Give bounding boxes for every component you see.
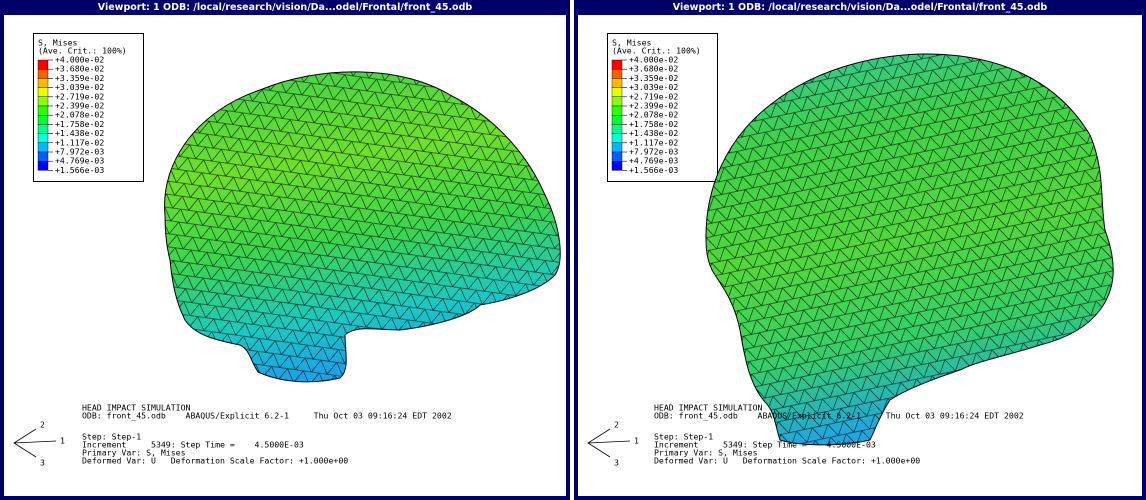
legend-band [37,105,49,116]
legend-label: +1.758e-02 [629,119,678,129]
info-line: Primary Var: S, Mises [654,448,758,458]
legend-label: +7.972e-03 [629,147,678,157]
legend-label: +1.438e-02 [55,128,104,138]
triad [13,428,57,458]
legend-box [33,33,144,182]
legend-label: +2.078e-02 [629,110,678,120]
legend-label: +2.399e-02 [55,101,104,111]
viewport: Viewport: 1 ODB: /local/research/vision/… [574,0,1146,500]
triad-label: 1 [60,436,65,446]
legend-band [611,59,623,70]
info-line: Step: Step-1 [82,432,141,442]
legend-band [37,133,49,144]
info-line: Primary Var: S, Mises [82,448,186,458]
legend-band [37,68,49,79]
triad-label: 2 [614,420,619,430]
legend-band [37,151,49,162]
legend-band [37,142,49,153]
triad-label: 3 [40,458,45,468]
legend-label: +4.769e-03 [629,156,678,166]
legend-label: +3.039e-02 [55,82,104,92]
legend-label: +7.972e-03 [55,147,104,157]
legend-band [611,78,623,88]
legend-label: +2.719e-02 [629,91,678,101]
legend-label: +3.680e-02 [55,64,104,74]
legend-label: +3.359e-02 [629,73,678,83]
triad-label: 3 [614,458,619,468]
viewport-title: Viewport: 1 ODB: /local/research/vision/… [98,2,473,13]
info-line: ODB: front_45.odb ABAQUS/Explicit 6.2-1 … [654,411,1024,421]
legend-label: +2.078e-02 [55,110,104,120]
legend-band [611,142,623,153]
legend-band [611,114,623,125]
legend-label: +1.117e-02 [55,137,104,147]
info-line: Increment 5349: Step Time = 4.5000E-03 [82,440,304,450]
info-line: ODB: front_45.odb ABAQUS/Explicit 6.2-1 … [82,411,452,421]
legend-band [37,114,49,125]
legend-subtitle: (Ave. Crit.: 100%) [612,46,701,56]
legend-label: +2.399e-02 [629,101,678,111]
info-line: Step: Step-1 [654,432,713,442]
legend-band [37,96,49,107]
legend-band [37,124,49,134]
legend-label: +3.359e-02 [55,73,104,83]
info-line: Increment 5349: Step Time = 4.5000E-03 [654,440,876,450]
legend-band [37,87,49,97]
legend-label: +4.000e-02 [55,55,104,65]
model-mesh [705,54,1114,445]
legend-label: +3.680e-02 [629,64,678,74]
legend-box [607,33,718,182]
legend-band [37,78,49,88]
legend-label: +2.719e-02 [55,91,104,101]
legend-subtitle: (Ave. Crit.: 100%) [38,46,127,56]
legend-label: +3.039e-02 [629,82,678,92]
legend-label: +1.117e-02 [629,137,678,147]
triad [587,428,631,458]
legend-label: +4.000e-02 [629,55,678,65]
triad-label: 2 [40,420,45,430]
model-mesh [164,71,561,382]
info-line: HEAD IMPACT SIMULATION [654,403,763,413]
info-line: Deformed Var: U Deformation Scale Factor… [82,456,348,466]
legend-label: +1.438e-02 [629,128,678,138]
legend-band [611,105,623,116]
info-line: HEAD IMPACT SIMULATION [82,403,191,413]
viewport-title: Viewport: 1 ODB: /local/research/vision/… [673,2,1048,13]
legend-band [611,133,623,144]
legend-label: +1.758e-02 [55,119,104,129]
legend-title: S, Mises [38,38,78,48]
legend-band [611,160,623,171]
legend-label: +4.769e-03 [55,156,104,166]
info-line: Deformed Var: U Deformation Scale Factor… [654,456,920,466]
viewport: Viewport: 1 ODB: /local/research/vision/… [0,0,570,500]
legend-band [37,59,49,70]
legend-label: +1.566e-03 [55,165,104,175]
legend-band [611,68,623,79]
legend-band [611,87,623,97]
legend-band [37,160,49,171]
legend-label: +1.566e-03 [629,165,678,175]
legend-band [611,96,623,107]
legend-title: S, Mises [612,38,652,48]
legend-band [611,151,623,162]
triad-label: 1 [634,436,639,446]
legend-band [611,124,623,134]
